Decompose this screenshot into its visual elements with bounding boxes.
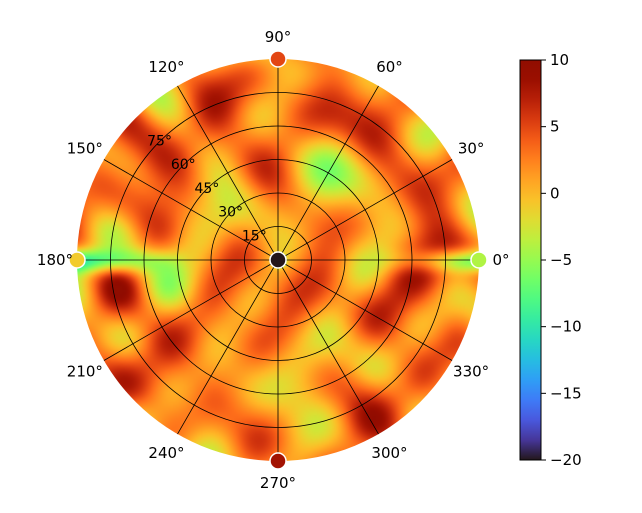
angular-tick-label: 90° [265, 28, 292, 46]
angular-tick-label: 210° [67, 363, 103, 381]
angular-gridline [177, 259, 279, 435]
angular-tick-label: 330° [453, 363, 489, 381]
radial-tick-label: 60° [171, 157, 196, 173]
angular-tick-label: 270° [260, 474, 296, 492]
radial-tick-label: 30° [218, 205, 243, 221]
angular-gridline [277, 259, 379, 435]
marker-center [269, 251, 287, 269]
radial-tick-labels: 15° 30° 45° 60° 75° [147, 134, 267, 245]
colorbar-tick-label: −10 [550, 318, 582, 336]
colorbar-tick-label: −15 [550, 384, 582, 402]
angular-tick-label: 60° [376, 58, 403, 76]
colorbar-tick-label: −20 [550, 451, 582, 469]
radial-tick-label: 15° [242, 228, 267, 244]
angular-gridline [277, 259, 453, 361]
marker-north [269, 50, 287, 68]
colorbar-tick-label: 0 [550, 184, 560, 202]
colorbar-ticks: 10 5 0 −5 −10 −15 −20 [541, 51, 582, 469]
marker-west [68, 251, 86, 269]
angular-tick-label: 150° [67, 140, 103, 158]
colorbar-tick-label: 5 [550, 118, 560, 136]
marker-east [470, 251, 488, 269]
radial-tick-label: 75° [147, 134, 172, 150]
angular-tick-label: 30° [458, 140, 485, 158]
angular-tick-labels: 0° 30° 60° 90° 120° 150° 180° 210° 240° 270° 300° 3… [37, 28, 510, 492]
data-markers [68, 50, 488, 470]
colorbar-tick-label: −5 [550, 251, 572, 269]
angular-gridline [103, 159, 279, 261]
colorbar-tick-label: 10 [550, 51, 569, 69]
radial-tick-label: 45° [195, 181, 220, 197]
angular-tick-label: 180° [37, 251, 73, 269]
colorbar: 10 5 0 −5 −10 −15 −20 [519, 51, 582, 469]
angular-tick-label: 240° [148, 444, 184, 462]
angular-gridlines [77, 59, 479, 461]
angular-gridline [277, 85, 379, 261]
angular-gridline [177, 85, 279, 261]
marker-south [269, 452, 287, 470]
angular-tick-label: 120° [148, 58, 184, 76]
angular-tick-label: 300° [371, 444, 407, 462]
colorbar-gradient [519, 59, 542, 461]
angular-gridline [103, 259, 279, 361]
angular-tick-label: 0° [492, 251, 509, 269]
angular-gridline [277, 159, 453, 261]
